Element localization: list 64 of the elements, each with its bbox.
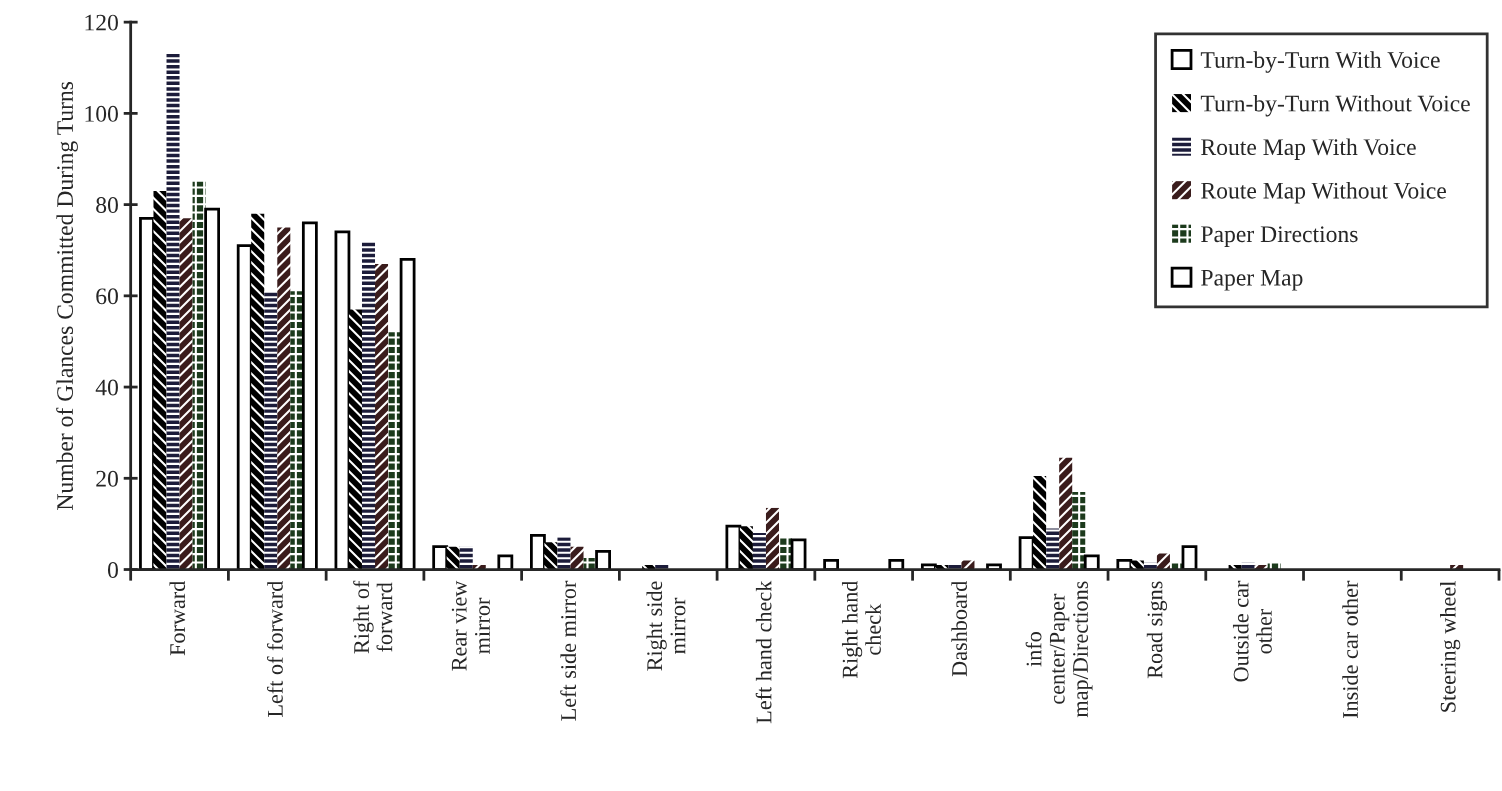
- x-tick-label: Road signs: [1146, 581, 1168, 679]
- bar: [557, 537, 571, 570]
- bar: [301, 221, 318, 570]
- x-tick-label: Rear view mirror: [451, 580, 490, 671]
- bar: [290, 291, 304, 570]
- bar: [166, 54, 180, 570]
- x-tick-label: Left side mirror: [560, 580, 577, 721]
- bar: [739, 526, 753, 570]
- y-axis-title: Number of Glances Committed During Turns: [56, 81, 78, 510]
- bar: [497, 554, 514, 570]
- bar: [595, 549, 611, 570]
- bar: [399, 257, 416, 570]
- x-tick-label: Outside car other: [1232, 580, 1272, 682]
- bar: [264, 291, 278, 570]
- legend-label: Turn-by-Turn Without Voice: [1200, 94, 1470, 117]
- x-tick-label: Left hand check: [755, 580, 772, 724]
- bar: [459, 546, 473, 570]
- bar: [570, 546, 584, 570]
- y-tick-label: 40: [95, 379, 118, 396]
- x-tick-label: Right side mirror: [646, 581, 686, 671]
- bar: [277, 227, 291, 570]
- bar: [1083, 554, 1100, 570]
- x-tick-label: Steering wheel: [1440, 581, 1461, 712]
- bar: [334, 230, 351, 570]
- bar: [251, 213, 265, 570]
- bar: [179, 218, 193, 570]
- bar: [361, 241, 376, 570]
- bar: [1072, 491, 1086, 570]
- y-tick-label: 0: [107, 562, 118, 578]
- y-tick-label: 120: [85, 14, 118, 31]
- bar: [725, 524, 742, 570]
- bar: [888, 559, 905, 570]
- x-tick-label: info center/Paper map/Directions: [1025, 581, 1093, 718]
- bar: [375, 263, 389, 570]
- bar: [544, 542, 558, 570]
- x-tick-label: Right hand check: [841, 580, 881, 679]
- legend-label: Route Map With Voice: [1201, 138, 1416, 160]
- y-tick-label: 60: [96, 288, 118, 305]
- x-tick-label: Forward: [169, 580, 186, 656]
- bar: [752, 533, 766, 570]
- bar: [432, 545, 449, 570]
- bar: [153, 190, 167, 570]
- legend-label: Paper Map: [1201, 269, 1303, 291]
- bar: [1181, 545, 1198, 570]
- bar: [1033, 476, 1047, 570]
- bar: [765, 507, 779, 570]
- legend-label: Turn-by-Turn With Voice: [1200, 51, 1440, 73]
- legend-label: Route Map Without Voice: [1201, 182, 1446, 204]
- legend-label: Paper Directions: [1201, 226, 1358, 247]
- x-tick-label: Left of forward: [266, 580, 283, 717]
- bar: [790, 538, 807, 570]
- bar: [823, 559, 840, 570]
- y-tick-label: 100: [85, 105, 118, 122]
- bar: [204, 207, 221, 570]
- x-tick-label: Dashboard: [951, 580, 967, 677]
- bar: [1059, 457, 1073, 570]
- bar: [446, 546, 460, 570]
- bar: [1046, 528, 1060, 570]
- x-tick-label: Right of forward: [353, 580, 393, 654]
- x-tick-label: Inside car other: [1342, 580, 1358, 719]
- y-tick-label: 20: [96, 470, 118, 487]
- bar: [388, 332, 402, 570]
- y-tick-label: 80: [96, 197, 118, 214]
- bar: [348, 309, 362, 570]
